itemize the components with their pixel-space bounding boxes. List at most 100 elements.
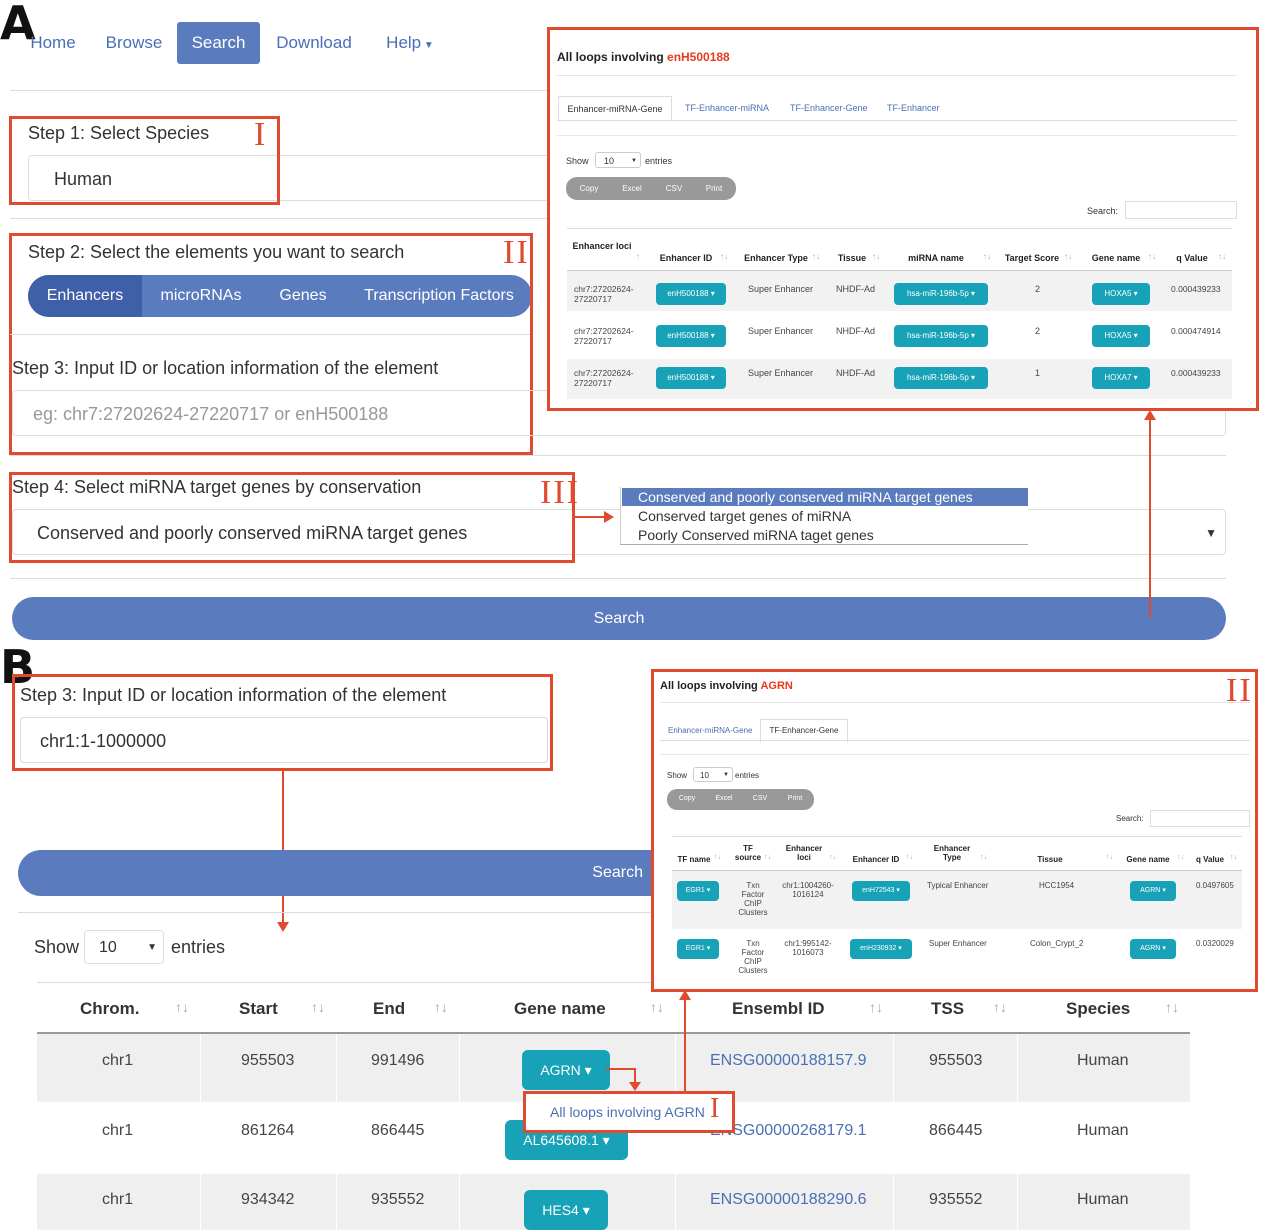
ensembl-link[interactable]: ENSG00000268179.1	[710, 1122, 867, 1139]
cell-q: 0.000439233	[1171, 368, 1221, 378]
th-target-score-a[interactable]: Target Score	[1004, 253, 1060, 263]
segment-transcription-factors[interactable]: Transcription Factors	[364, 287, 514, 304]
th-q-value-a[interactable]: q Value	[1176, 253, 1208, 263]
nav-home[interactable]: Home	[30, 33, 76, 52]
option-poorly-conserved[interactable]: Poorly Conserved miRNA taget genes	[638, 527, 874, 543]
copy-button-a[interactable]: Copy	[579, 184, 599, 193]
gene-label: HOXA5	[1104, 331, 1132, 340]
th-enhancer-type-b[interactable]: Enhancer Type	[933, 844, 971, 862]
print-button-a[interactable]: Print	[705, 184, 723, 193]
excel-button-b[interactable]: Excel	[715, 795, 733, 802]
segment-micrornas[interactable]: microRNAs	[160, 287, 242, 304]
cell-species: Human	[1077, 1191, 1129, 1208]
th-gene-name-b[interactable]: Gene name	[1126, 855, 1170, 864]
conservation-select[interactable]: Conserved and poorly conserved miRNA tar…	[12, 509, 1226, 555]
th-tf-source-b[interactable]: TF source	[734, 844, 762, 862]
tab-tf-enhancer-mirna[interactable]: TF-Enhancer-miRNA	[685, 103, 770, 113]
entries-select-a[interactable]: 10 ▼	[595, 152, 641, 168]
segment-genes[interactable]: Genes	[279, 287, 327, 304]
result-a-title: All loops involving enH500188	[557, 50, 730, 64]
ensembl-link[interactable]: ENSG00000188290.6	[710, 1191, 867, 1208]
gene-label: AGRN	[540, 1062, 581, 1078]
th-start[interactable]: Start	[239, 999, 278, 1018]
th-species[interactable]: Species	[1066, 999, 1131, 1018]
th-tissue-a[interactable]: Tissue	[837, 253, 867, 263]
gene-dropdown[interactable]: HES4 ▾	[524, 1190, 608, 1230]
nav-help-label: Help	[386, 33, 422, 52]
gene-dropdown[interactable]: AGRN ▾	[1130, 881, 1176, 901]
th-mirna-name-a[interactable]: miRNA name	[908, 253, 964, 263]
gene-dropdown[interactable]: HOXA7 ▾	[1092, 367, 1150, 389]
tab-enhancer-mirna-gene-b[interactable]: Enhancer-miRNA-Gene	[668, 726, 753, 735]
th-ensembl-id[interactable]: Ensembl ID	[732, 999, 825, 1018]
csv-button-b[interactable]: CSV	[752, 795, 768, 802]
sort-icon: ↑↓	[1165, 999, 1179, 1015]
gene-dropdown[interactable]: HOXA5 ▾	[1092, 325, 1150, 347]
copy-button-b[interactable]: Copy	[678, 795, 696, 802]
option-conserved-and-poorly[interactable]: Conserved and poorly conserved miRNA tar…	[638, 489, 973, 505]
search-label-b: Search:	[1116, 814, 1144, 823]
search-button-a[interactable]: Search	[12, 597, 1226, 640]
tab-tf-enhancer-gene-b[interactable]: TF-Enhancer-Gene	[760, 719, 848, 743]
tf-dropdown[interactable]: EGR1 ▾	[677, 939, 719, 959]
result-panel-b	[652, 670, 1258, 991]
tab-tf-enhancer-gene[interactable]: TF-Enhancer-Gene	[790, 103, 868, 113]
table-search-input-b[interactable]	[1150, 810, 1250, 827]
th-enhancer-id-a[interactable]: Enhancer ID	[659, 253, 713, 263]
cell-tissue: NHDF-Ad	[836, 284, 876, 294]
th-tissue-b[interactable]: Tissue	[1037, 855, 1063, 864]
entries-select-b-mini[interactable]: 10 ▼	[693, 767, 733, 782]
nav-search[interactable]: Search	[177, 22, 260, 64]
ensembl-link[interactable]: ENSG00000188157.9	[710, 1052, 867, 1069]
gene-label: AGRN	[1140, 945, 1161, 952]
entries-select-b[interactable]: 10 ▼	[84, 930, 164, 964]
search-button-b[interactable]: Search	[18, 850, 678, 896]
gene-dropdown[interactable]: HOXA5 ▾	[1092, 283, 1150, 305]
excel-button-a[interactable]: Excel	[622, 184, 642, 193]
cell-tissue: HCC1954	[1039, 881, 1075, 890]
th-end[interactable]: End	[373, 999, 406, 1018]
enhancer-id-dropdown[interactable]: enH72543 ▾	[852, 881, 910, 901]
th-gene-name[interactable]: Gene name	[514, 999, 606, 1018]
mirna-dropdown[interactable]: hsa-miR-196b-5p ▾	[894, 325, 988, 347]
th-gene-name-a[interactable]: Gene name	[1091, 253, 1141, 263]
th-enhancer-loci-b[interactable]: Enhancer loci	[785, 844, 823, 862]
enhancer-id-dropdown[interactable]: enH500188 ▾	[656, 325, 726, 347]
nav-browse[interactable]: Browse	[105, 33, 163, 52]
segment-enhancers[interactable]: Enhancers	[46, 287, 124, 304]
sort-icon: ↑↓	[1218, 252, 1226, 261]
tab-tf-enhancer[interactable]: TF-Enhancer	[887, 103, 940, 113]
th-tss[interactable]: TSS	[931, 999, 965, 1018]
enhancer-id-dropdown[interactable]: enH500188 ▾	[656, 367, 726, 389]
option-highlight	[622, 488, 1028, 506]
table-search-input-a[interactable]	[1125, 201, 1237, 219]
cell-type: Super Enhancer	[748, 368, 814, 378]
gene-dropdown-agrn[interactable]: AGRN ▾	[522, 1050, 610, 1090]
th-enhancer-id-b[interactable]: Enhancer ID	[852, 855, 900, 864]
th-enhancer-type-a[interactable]: Enhancer Type	[744, 253, 808, 263]
mirna-dropdown[interactable]: hsa-miR-196b-5p ▾	[894, 367, 988, 389]
option-conserved[interactable]: Conserved target genes of miRNA	[638, 508, 852, 524]
th-q-value-b[interactable]: q Value	[1195, 855, 1224, 864]
mirna-dropdown[interactable]: hsa-miR-196b-5p ▾	[894, 283, 988, 305]
enhancer-id-dropdown[interactable]: enH500188 ▾	[656, 283, 726, 305]
enhancer-id-dropdown[interactable]: enH230932 ▾	[850, 939, 912, 959]
th-tf-name-b[interactable]: TF name	[677, 855, 711, 864]
element-id-input-b[interactable]: chr1:1-1000000	[20, 717, 548, 763]
sort-icon: ↑↓	[980, 854, 987, 861]
cell-loci: chr1:1004260-1016124	[782, 881, 834, 899]
element-id-placeholder: eg: chr7:27202624-27220717 or enH500188	[33, 404, 389, 424]
menu-item-all-loops-agrn[interactable]: All loops involving AGRN	[550, 1104, 705, 1120]
print-button-b[interactable]: Print	[787, 795, 803, 802]
sort-icon: ↑↓	[650, 999, 664, 1015]
cell-score: 2	[1035, 284, 1041, 294]
nav-help[interactable]: Help ▼	[380, 22, 440, 64]
tf-dropdown[interactable]: EGR1 ▾	[677, 881, 719, 901]
nav-download[interactable]: Download	[276, 33, 352, 52]
tab-enhancer-mirna-gene[interactable]: Enhancer-miRNA-Gene	[558, 96, 672, 122]
gene-dropdown[interactable]: AGRN ▾	[1130, 939, 1176, 959]
csv-button-a[interactable]: CSV	[665, 184, 683, 193]
cell-type: Super Enhancer	[748, 326, 814, 336]
th-chrom[interactable]: Chrom.	[80, 999, 140, 1018]
th-enhancer-loci-a[interactable]: Enhancer loci	[572, 241, 632, 251]
